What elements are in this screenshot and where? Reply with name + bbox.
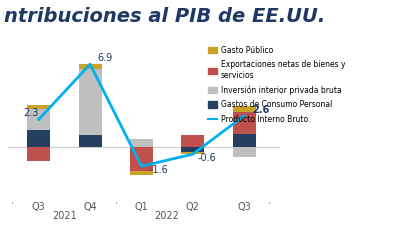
- Bar: [78, 64, 102, 69]
- Bar: [130, 171, 153, 174]
- Bar: [232, 106, 256, 112]
- Bar: [27, 130, 50, 147]
- Text: Q4: Q4: [83, 202, 97, 211]
- Text: 2021: 2021: [52, 211, 77, 221]
- Bar: [181, 152, 204, 154]
- Bar: [27, 105, 50, 108]
- Text: -1.6: -1.6: [149, 165, 168, 175]
- Bar: [130, 138, 153, 147]
- Bar: [130, 147, 153, 171]
- Bar: [232, 112, 256, 134]
- Bar: [27, 147, 50, 162]
- Text: 2022: 2022: [155, 211, 180, 221]
- Text: 2.6: 2.6: [252, 106, 269, 116]
- Text: Q2: Q2: [186, 202, 200, 211]
- Bar: [78, 135, 102, 147]
- Text: Q3: Q3: [237, 202, 251, 211]
- Text: Q1: Q1: [134, 202, 148, 211]
- Text: 6.9: 6.9: [98, 53, 113, 63]
- Bar: [78, 69, 102, 135]
- Text: -0.6: -0.6: [198, 154, 217, 164]
- Bar: [232, 134, 256, 147]
- Text: ntribuciones al PIB de EE.UU.: ntribuciones al PIB de EE.UU.: [4, 8, 325, 26]
- Bar: [232, 147, 256, 156]
- Legend: Gasto Público, Exportaciones netas de bienes y
servicios, Inversión interior pri: Gasto Público, Exportaciones netas de bi…: [208, 46, 345, 124]
- Bar: [181, 147, 204, 152]
- Bar: [27, 108, 50, 130]
- Bar: [181, 135, 204, 147]
- Text: 2.3: 2.3: [23, 108, 39, 118]
- Text: Q3: Q3: [32, 202, 46, 211]
